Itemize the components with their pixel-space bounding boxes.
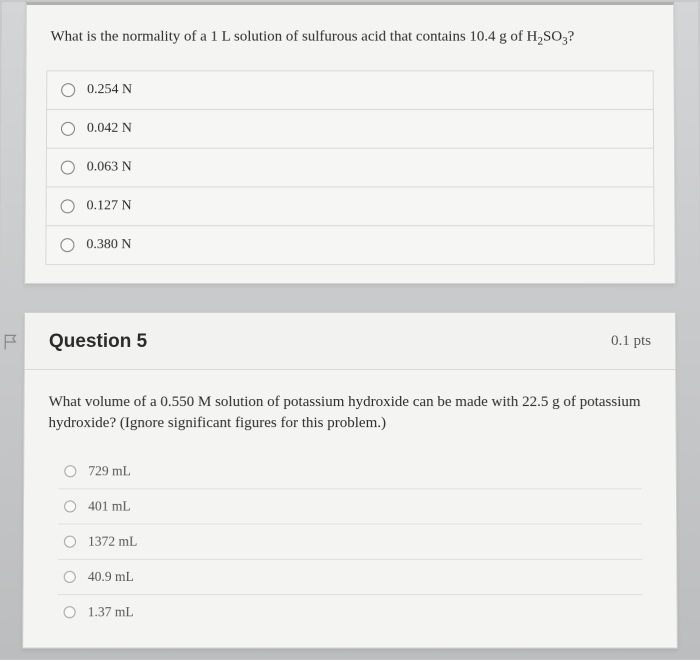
- option-row[interactable]: 0.254 N: [46, 70, 654, 109]
- option-row[interactable]: 1372 mL: [58, 524, 642, 559]
- option-label: 0.254 N: [87, 82, 132, 98]
- option-row[interactable]: 1.37 mL: [57, 595, 642, 629]
- radio-icon: [61, 122, 75, 136]
- option-label: 0.127 N: [87, 198, 132, 214]
- prompt-text-part: ?: [568, 29, 575, 45]
- option-label: 1372 mL: [88, 533, 137, 549]
- option-label: 729 mL: [88, 463, 131, 479]
- option-label: 1.37 mL: [88, 604, 134, 620]
- question-points: 0.1 pts: [611, 333, 651, 350]
- option-label: 0.063 N: [87, 159, 132, 175]
- option-row[interactable]: 0.063 N: [46, 147, 654, 186]
- option-label: 401 mL: [88, 498, 131, 514]
- radio-icon: [64, 465, 76, 477]
- question-block-1: What is the normality of a 1 L solution …: [24, 2, 675, 284]
- question-title: Question 5: [49, 331, 147, 353]
- option-label: 0.042 N: [87, 121, 132, 137]
- question-prompt: What is the normality of a 1 L solution …: [26, 5, 673, 70]
- radio-icon: [64, 606, 76, 618]
- radio-icon: [61, 160, 75, 174]
- option-label: 0.380 N: [86, 237, 131, 253]
- options-list: 0.254 N 0.042 N 0.063 N 0.127 N 0.380 N: [25, 70, 674, 283]
- prompt-text-part: What is the normality of a 1 L solution …: [50, 29, 537, 45]
- option-label: 40.9 mL: [88, 569, 134, 585]
- option-row[interactable]: 0.042 N: [46, 109, 654, 148]
- flag-icon[interactable]: [2, 332, 22, 357]
- question-prompt: What volume of a 0.550 M solution of pot…: [24, 370, 675, 454]
- question-header: Question 5 0.1 pts: [25, 313, 675, 370]
- radio-icon: [61, 83, 75, 97]
- option-row[interactable]: 729 mL: [58, 454, 642, 489]
- radio-icon: [60, 238, 74, 252]
- radio-icon: [64, 535, 76, 547]
- option-row[interactable]: 0.127 N: [46, 186, 655, 225]
- radio-icon: [64, 571, 76, 583]
- option-row[interactable]: 40.9 mL: [58, 560, 643, 595]
- option-row[interactable]: 0.380 N: [45, 225, 654, 265]
- radio-icon: [64, 500, 76, 512]
- radio-icon: [61, 199, 75, 213]
- prompt-text-part: SO: [543, 29, 562, 45]
- option-row[interactable]: 401 mL: [58, 489, 642, 524]
- question-block-5: Question 5 0.1 pts What volume of a 0.55…: [22, 312, 678, 649]
- options-list: 729 mL 401 mL 1372 mL 40.9 mL 1.37 mL: [23, 454, 677, 647]
